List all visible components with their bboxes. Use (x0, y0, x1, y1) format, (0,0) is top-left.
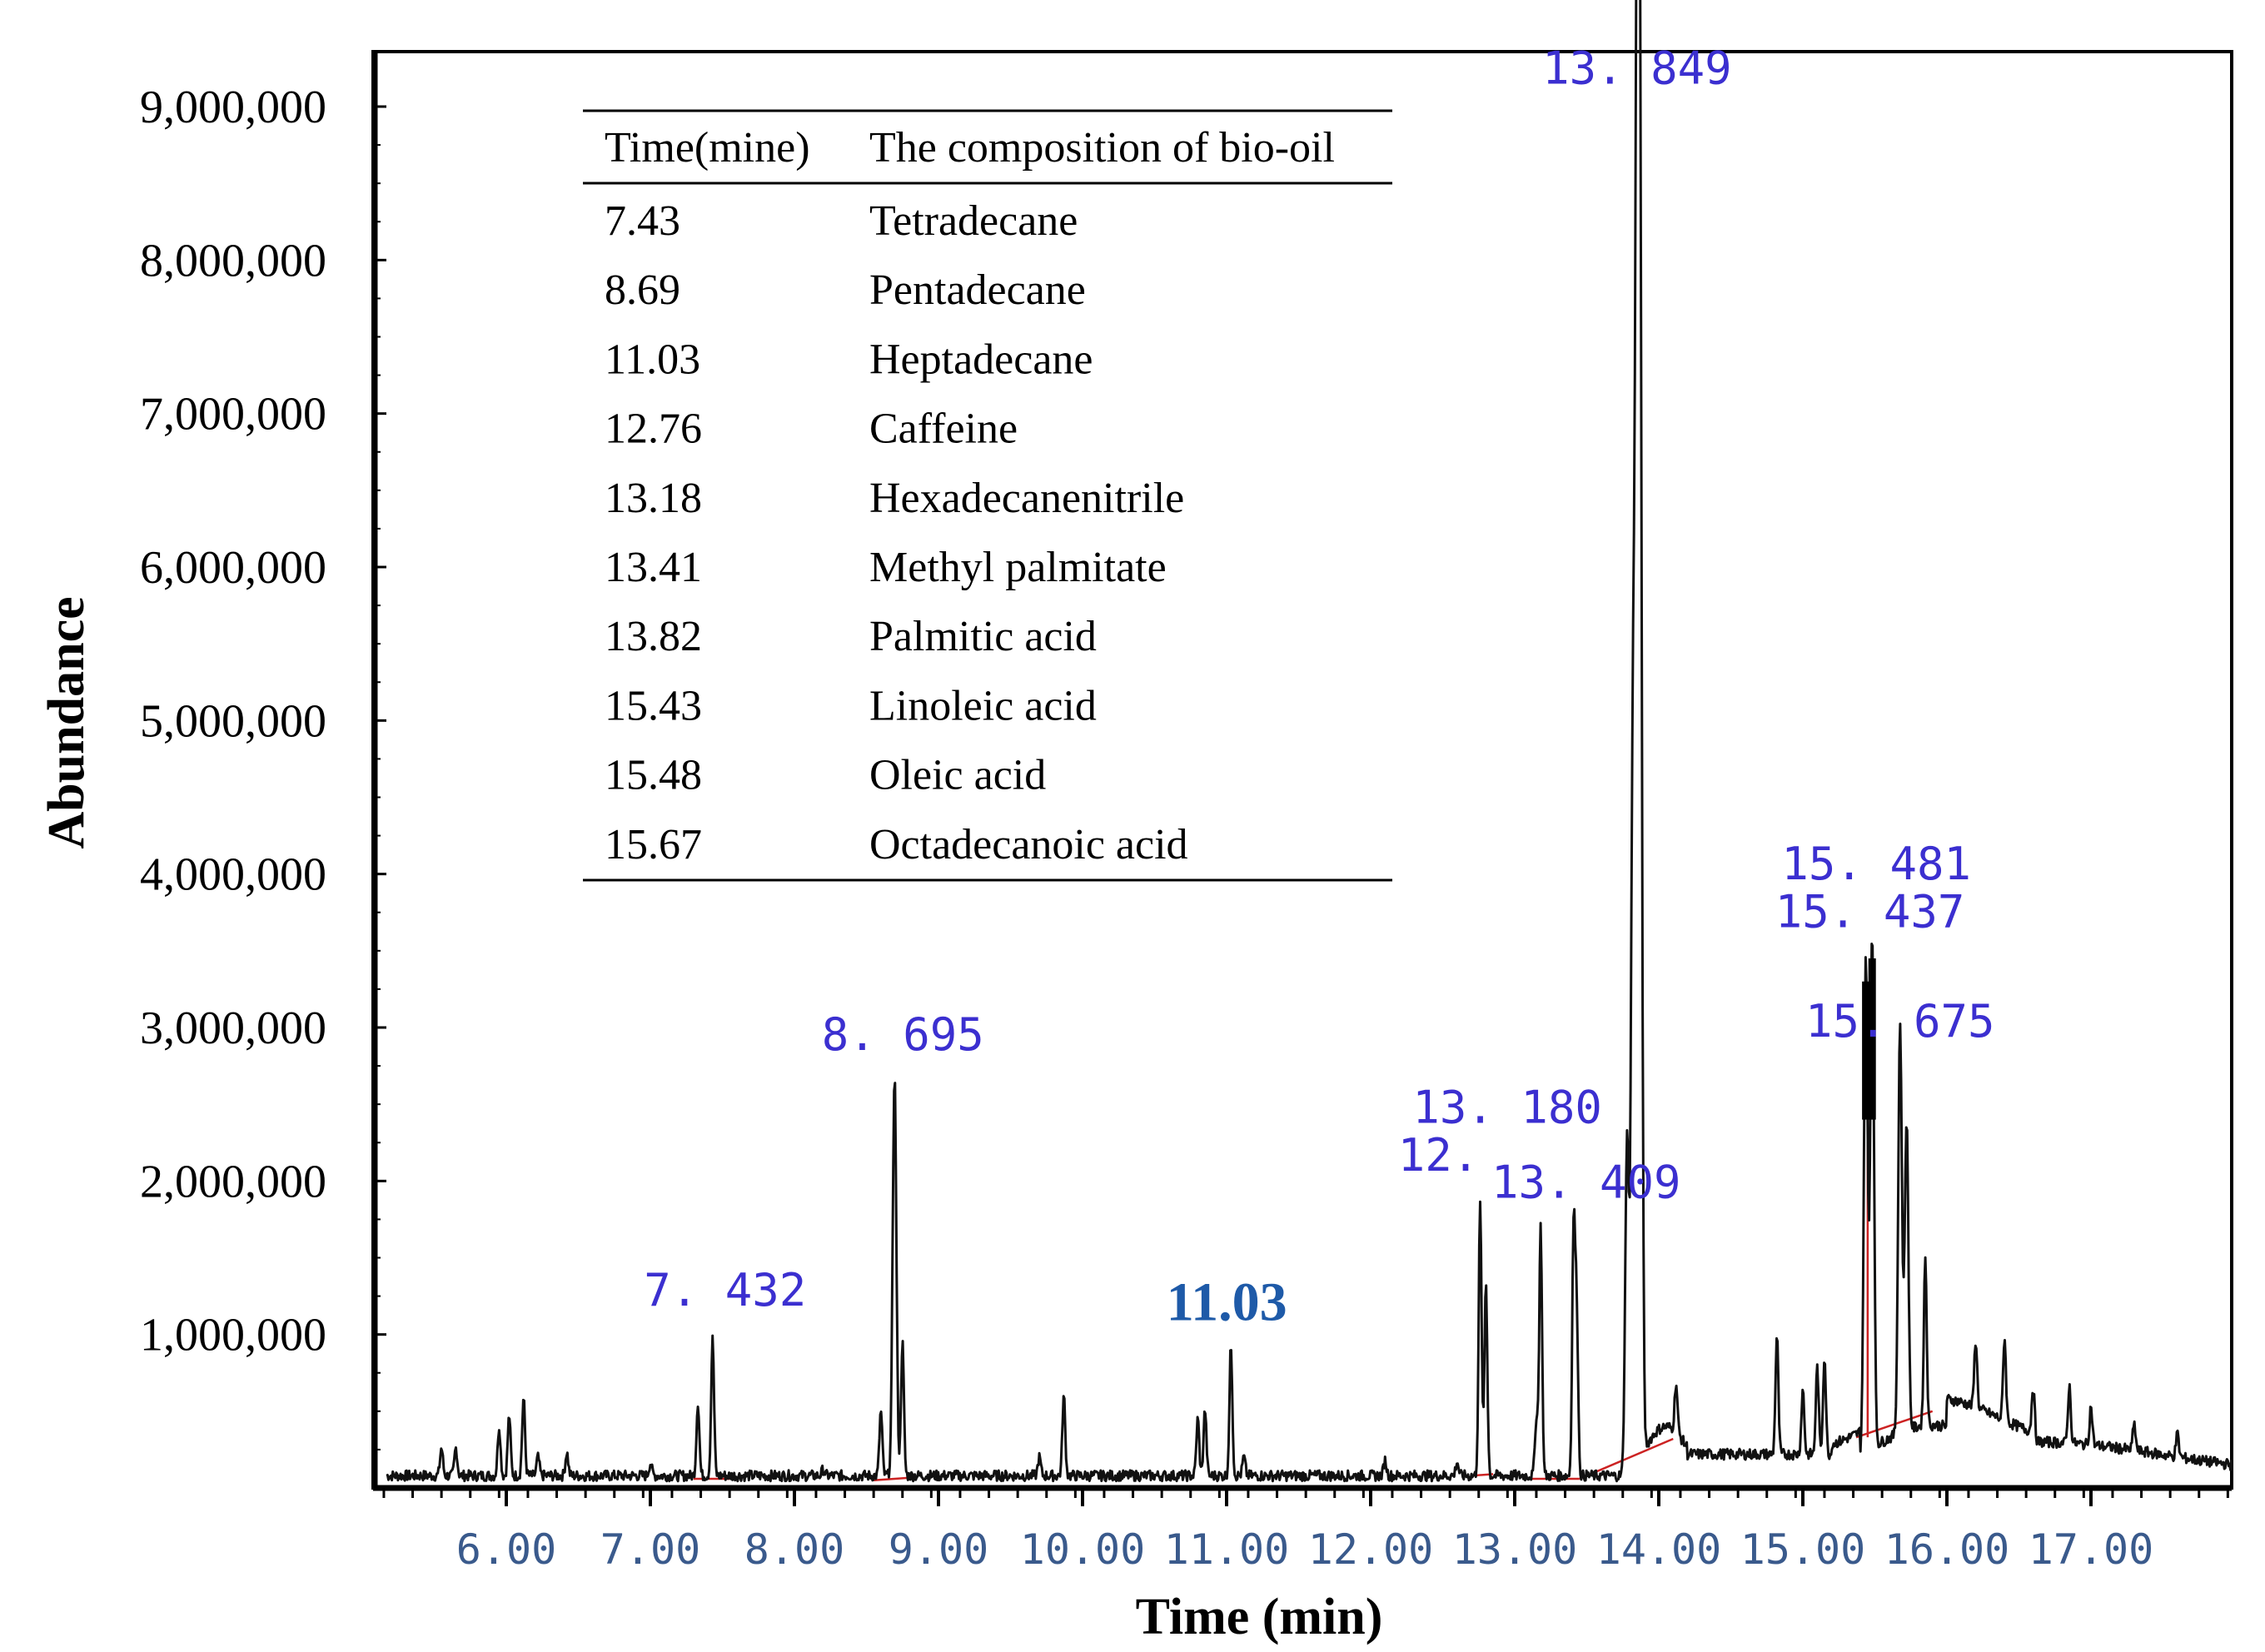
x-axis-title: Time (min) (1136, 1589, 1383, 1645)
y-tick-label: 3,000,000 (140, 1003, 326, 1054)
table-cell-composition: Methyl palmitate (869, 544, 1167, 591)
y-axis-title: Abundance (38, 596, 95, 848)
y-tick-label: 6,000,000 (140, 542, 326, 594)
x-axis-tick-labels: 6.00 7.00 8.00 9.00 10.00 11.00 12.00 13.00 14.0… (456, 1488, 2153, 1574)
y-tick-label: 5,000,000 (140, 695, 326, 747)
x-tick-label: 10.00 (1020, 1525, 1146, 1574)
y-tick-label: 2,000,000 (140, 1156, 326, 1207)
x-tick-label: 17.00 (2029, 1525, 2154, 1574)
y-tick-label: 8,000,000 (140, 235, 326, 286)
table-cell-composition: Caffeine (869, 406, 1018, 453)
table-cell-composition: Oleic acid (869, 752, 1046, 799)
table-cell-time: 8.69 (605, 266, 680, 314)
peak-label: 15. 437 (1775, 886, 1965, 938)
peak-label: 8. 695 (822, 1008, 984, 1061)
chromatogram-trace (386, 0, 2233, 1483)
table-cell-time: 12.76 (605, 406, 702, 453)
table-cell-composition: Hexadecanenitrile (869, 475, 1184, 522)
y-tick-label: 7,000,000 (140, 389, 326, 440)
table-cell-composition: Octadecanoic acid (869, 821, 1188, 868)
peak-label: 12. (1398, 1129, 1480, 1182)
x-tick-label: 8.00 (744, 1525, 844, 1574)
table-cell-time: 15.67 (605, 821, 702, 868)
table-cell-time: 11.03 (605, 336, 700, 383)
peak-label: 7. 432 (644, 1264, 806, 1316)
y-tick-label: 4,000,000 (140, 849, 326, 901)
peak-label: 15. 481 (1781, 838, 1971, 890)
table-cell-time: 13.82 (605, 613, 702, 660)
table-cell-composition: Heptadecane (869, 336, 1093, 383)
y-tick-label: 1,000,000 (140, 1310, 326, 1361)
table-cell-time: 13.41 (605, 544, 702, 591)
peak-label: 15. 675 (1805, 995, 1995, 1047)
table-header-composition: The composition of bio-oil (869, 124, 1335, 172)
x-tick-label: 9.00 (889, 1525, 988, 1574)
x-tick-label: 6.00 (456, 1525, 556, 1574)
table-cell-composition: Pentadecane (869, 266, 1086, 314)
y-axis-tick-labels: 1,000,000 2,000,000 3,000,000 4,000,000 5,00… (140, 82, 386, 1361)
table-rows: 7.43 Tetradecane 8.69 Pentadecane 11.03 Hepta… (605, 197, 1188, 868)
y-axis-minor-ticks (375, 144, 381, 1450)
x-tick-label: 12.00 (1308, 1525, 1434, 1574)
x-tick-label: 13.00 (1452, 1525, 1578, 1574)
table-cell-composition: Palmitic acid (869, 613, 1097, 660)
x-tick-label: 7.00 (600, 1525, 700, 1574)
table-cell-composition: Linoleic acid (869, 682, 1097, 729)
x-tick-label: 15.00 (1740, 1525, 1866, 1574)
peak-labels: 7. 432 8. 695 11.03 12. 13. 180 13. 409 13. 8… (644, 42, 1994, 1332)
table-cell-time: 15.48 (605, 752, 702, 799)
x-tick-label: 11.00 (1164, 1525, 1290, 1574)
table-cell-composition: Tetradecane (869, 197, 1078, 245)
peak-label: 13. 849 (1542, 42, 1732, 94)
composition-table: Time(mine) The composition of bio-oil 7.… (583, 109, 1392, 882)
table-header-time: Time(mine) (605, 124, 810, 172)
peak-label: 13. 180 (1412, 1082, 1602, 1134)
x-tick-label: 16.00 (1884, 1525, 2010, 1574)
x-axis-minor-ticks (382, 1488, 2229, 1498)
peak-label: 13. 409 (1491, 1157, 1681, 1209)
table-cell-time: 15.43 (605, 682, 702, 729)
table-cell-time: 13.18 (605, 475, 702, 522)
x-tick-label: 14.00 (1596, 1525, 1722, 1574)
table-cell-time: 7.43 (605, 197, 680, 245)
peak-highlight-strokes (1862, 958, 1876, 1120)
y-tick-label: 9,000,000 (140, 82, 326, 133)
peak-label: 11.03 (1167, 1272, 1287, 1333)
